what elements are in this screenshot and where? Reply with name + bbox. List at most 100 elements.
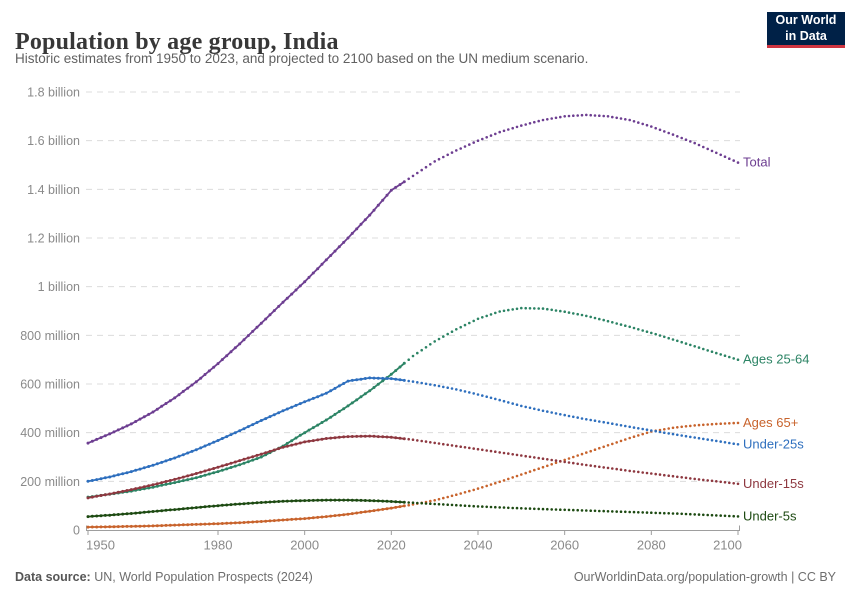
projected-data-point <box>546 118 549 121</box>
projected-data-point <box>472 141 476 144</box>
projected-data-point <box>485 395 489 399</box>
series-label-ages-65: Ages 65+ <box>743 415 798 430</box>
projected-data-point <box>684 342 688 345</box>
projected-data-point <box>541 307 545 310</box>
projected-data-point <box>641 329 644 332</box>
projected-data-point <box>407 503 411 507</box>
projected-data-point <box>563 460 566 464</box>
projected-data-point <box>572 455 575 459</box>
projected-data-point <box>476 317 480 321</box>
projected-data-point <box>706 513 709 517</box>
projected-data-point <box>658 128 662 132</box>
projected-data-point <box>585 113 588 117</box>
series-total[interactable]: Total <box>86 113 771 445</box>
projected-data-point <box>433 383 437 387</box>
projected-data-point <box>554 459 558 462</box>
projected-data-point <box>476 487 480 490</box>
projected-data-point <box>520 473 523 476</box>
projected-data-point <box>420 348 424 352</box>
series-under-15s[interactable]: Under-15s <box>86 434 805 500</box>
projected-data-point <box>589 113 592 117</box>
projected-data-point <box>650 472 653 475</box>
owid-logo-line1: Our World <box>775 13 837 28</box>
projected-data-point <box>442 503 445 506</box>
projected-data-point <box>407 177 411 181</box>
population-line-chart[interactable]: 0 200 million 400 million 600 million 800 mi… <box>0 80 850 560</box>
projected-data-point <box>697 143 701 147</box>
projected-data-point <box>537 119 540 123</box>
projected-data-point <box>728 355 731 359</box>
projected-data-point <box>537 408 540 412</box>
projected-data-point <box>706 349 709 352</box>
projected-data-point <box>715 351 718 355</box>
projected-data-point <box>472 319 476 323</box>
projected-data-point <box>689 343 692 347</box>
projected-data-point <box>459 325 463 329</box>
x-axis-label: 1950 <box>86 538 115 553</box>
projected-data-point <box>723 481 727 484</box>
projected-data-point <box>424 165 428 169</box>
projected-data-point <box>632 326 636 330</box>
projected-data-point <box>719 422 722 426</box>
projected-data-point <box>706 423 709 426</box>
projected-data-point <box>624 469 627 472</box>
projected-data-point <box>563 310 566 313</box>
series-ages-65[interactable]: Ages 65+ <box>86 415 799 529</box>
series-line-under-25s <box>87 377 405 483</box>
owid-logo[interactable]: Our World in Data <box>767 12 845 48</box>
projected-data-point <box>511 402 514 405</box>
projected-data-point <box>481 448 484 452</box>
projected-data-point <box>502 479 506 482</box>
projected-data-point <box>650 331 653 335</box>
projected-data-point <box>416 351 419 355</box>
projected-data-point <box>554 461 558 465</box>
projected-data-point <box>416 501 419 505</box>
projected-data-point <box>524 123 527 126</box>
projected-data-point <box>572 415 575 419</box>
projected-data-point <box>515 474 519 478</box>
projected-data-point <box>459 147 463 150</box>
projected-data-point <box>429 383 432 386</box>
projected-data-point <box>489 449 493 453</box>
projected-data-point <box>689 435 692 439</box>
projected-data-point <box>433 441 437 445</box>
projected-data-point <box>728 441 731 445</box>
series-ages-25-64[interactable]: Ages 25-64 <box>86 306 810 499</box>
projected-data-point <box>485 136 489 139</box>
projected-data-point <box>507 452 510 455</box>
projected-data-point <box>585 418 588 421</box>
series-label-ages-25-64: Ages 25-64 <box>743 352 810 367</box>
projected-data-point <box>424 440 428 443</box>
projected-data-point <box>459 389 463 392</box>
projected-data-point <box>637 470 640 474</box>
projected-data-point <box>680 136 683 140</box>
projected-data-point <box>520 507 523 510</box>
projected-data-point <box>442 385 445 389</box>
chart-url-license[interactable]: OurWorldinData.org/population-growth | C… <box>573 570 836 584</box>
series-line-under-5s <box>87 499 405 518</box>
projected-data-point <box>576 416 579 419</box>
projected-data-point <box>407 501 411 504</box>
projected-data-point <box>619 117 623 120</box>
series-under-5s[interactable]: Under-5s <box>86 498 797 524</box>
projected-data-point <box>719 440 722 443</box>
projected-data-point <box>446 386 450 390</box>
projected-data-point <box>494 450 497 454</box>
projected-data-point <box>468 489 471 493</box>
projected-data-point <box>611 467 614 470</box>
projected-data-point <box>481 316 484 319</box>
projected-data-point <box>494 481 497 485</box>
projected-data-point <box>463 390 467 393</box>
projected-data-point <box>732 357 735 360</box>
projected-data-point <box>450 330 454 333</box>
projected-data-point <box>719 353 722 356</box>
series-under-25s[interactable]: Under-25s <box>86 376 805 483</box>
projected-data-point <box>645 471 649 475</box>
projected-data-point <box>723 155 727 158</box>
projected-data-point <box>567 311 571 314</box>
projected-data-point <box>732 421 735 425</box>
projected-data-point <box>671 432 675 436</box>
projected-data-point <box>628 469 631 473</box>
projected-data-point <box>598 446 601 450</box>
projected-data-point <box>528 406 532 410</box>
